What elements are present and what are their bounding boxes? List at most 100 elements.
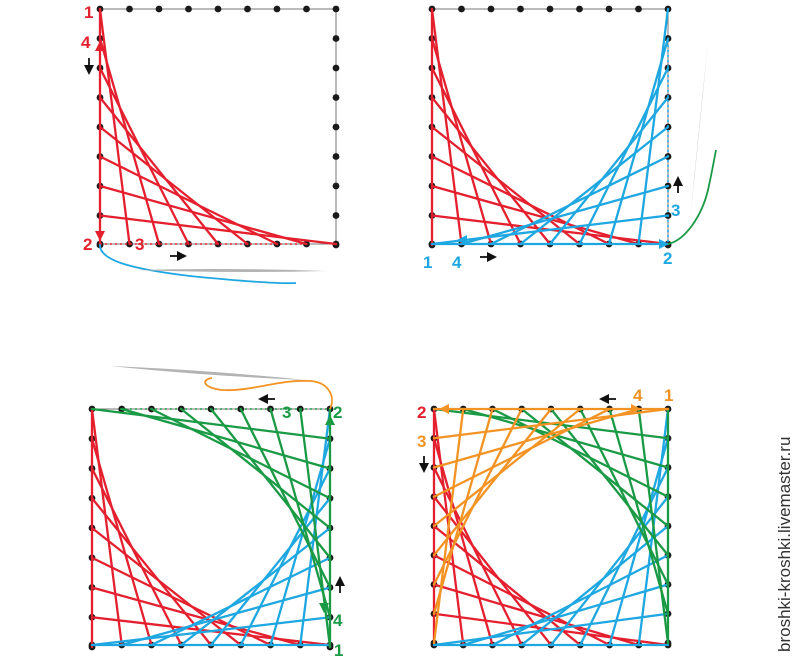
p2-label-4: 4 xyxy=(452,253,462,272)
p1-label-2: 2 xyxy=(83,235,92,254)
direction-arrow-icon xyxy=(487,252,497,262)
string-thread xyxy=(637,407,670,645)
thread-arrow-icon xyxy=(439,404,449,414)
string-thread xyxy=(520,524,670,647)
string-thread xyxy=(90,497,213,647)
string-thread xyxy=(432,437,494,647)
p1-label-1: 1 xyxy=(84,3,93,22)
p4-label-4: 4 xyxy=(633,386,643,405)
nail-dot xyxy=(332,212,340,219)
string-thread xyxy=(432,407,640,469)
string-thread xyxy=(120,407,332,470)
string-thread xyxy=(432,407,611,498)
nail-dot xyxy=(605,5,613,13)
string-thread xyxy=(209,407,332,559)
loose-thread xyxy=(204,377,333,410)
panel-step-4: 2 3 4 1 xyxy=(417,386,673,649)
nail-dot xyxy=(155,5,163,13)
string-thread xyxy=(637,7,670,246)
string-thread xyxy=(430,214,670,246)
frame-outline xyxy=(99,8,337,245)
nail-dot xyxy=(576,5,583,13)
nail-dot xyxy=(185,5,192,13)
string-thread xyxy=(239,407,332,589)
direction-arrow-icon xyxy=(258,394,268,404)
credit-watermark: broshki-kroshki.livemaster.ru xyxy=(775,437,794,652)
string-thread xyxy=(150,407,332,500)
thread-arrow-icon xyxy=(95,231,105,241)
string-thread xyxy=(460,184,670,246)
frame-outline xyxy=(91,408,331,646)
frame-outline xyxy=(433,408,669,646)
string-thread xyxy=(90,437,153,647)
string-thread xyxy=(432,495,553,647)
direction-arrow-icon xyxy=(84,65,94,75)
nail-dot xyxy=(332,64,340,72)
string-thread xyxy=(180,407,332,530)
string-thread xyxy=(432,407,494,615)
needle-icon xyxy=(690,42,708,220)
string-thread xyxy=(520,407,670,528)
loose-thread xyxy=(667,149,717,245)
direction-arrow-icon xyxy=(419,463,429,473)
nail-dot xyxy=(332,182,340,190)
string-thread xyxy=(98,7,131,246)
string-thread xyxy=(432,554,611,647)
thread-arrow-icon xyxy=(659,239,669,249)
thread-arrow-icon xyxy=(631,404,641,414)
string-thread xyxy=(239,467,332,647)
nail-dot xyxy=(244,5,251,13)
p3-label-1: 1 xyxy=(334,641,343,658)
string-thread xyxy=(608,437,670,647)
nail-dot xyxy=(332,35,340,42)
string-thread xyxy=(432,407,670,440)
needle-icon xyxy=(110,366,306,380)
thread-arrow-icon xyxy=(95,41,105,51)
string-thread xyxy=(90,616,332,647)
nail-dot xyxy=(332,94,340,101)
string-thread xyxy=(90,556,272,647)
nail-dot xyxy=(487,5,495,13)
string-thread xyxy=(491,554,670,647)
needle-icon xyxy=(135,268,326,273)
string-thread xyxy=(462,583,670,647)
p2-label-1: 1 xyxy=(423,253,432,272)
p1-label-4: 4 xyxy=(81,33,91,52)
string-thread xyxy=(432,612,670,647)
string-thread xyxy=(180,526,332,647)
nail-dot xyxy=(332,5,340,13)
nail-dot xyxy=(303,5,310,13)
string-thread xyxy=(489,155,670,246)
string-thread xyxy=(98,66,190,246)
nail-dot xyxy=(126,5,133,13)
string-thread xyxy=(90,526,242,647)
p2-label-3: 3 xyxy=(671,201,680,220)
nail-dot xyxy=(458,5,465,13)
thread-arrow-icon xyxy=(325,415,335,425)
string-thread xyxy=(607,37,670,246)
thread-arrow-icon xyxy=(319,603,329,613)
string-thread xyxy=(432,407,465,645)
nail-dot xyxy=(332,123,340,131)
string-thread xyxy=(608,407,670,615)
string-thread xyxy=(432,407,523,586)
p3-label-3: 3 xyxy=(282,403,291,422)
string-thread xyxy=(120,586,332,647)
string-thread xyxy=(90,407,123,647)
string-thread xyxy=(269,407,332,619)
string-thread xyxy=(432,583,640,647)
p3-label-4: 4 xyxy=(333,611,343,630)
p4-label-1: 1 xyxy=(664,386,673,405)
p3-label-2: 2 xyxy=(333,403,342,422)
string-thread xyxy=(90,586,302,647)
direction-arrow-icon xyxy=(335,576,345,586)
frame-outline xyxy=(431,8,669,245)
panel-step-2: 1 4 2 3 xyxy=(423,5,717,272)
panel-step-1: 1 4 2 3 xyxy=(81,3,340,285)
string-thread xyxy=(430,7,463,246)
string-thread xyxy=(491,407,670,498)
string-thread xyxy=(209,497,332,647)
string-thread xyxy=(98,37,161,246)
nail-dot xyxy=(635,5,642,13)
thread-arrow-icon xyxy=(457,235,467,245)
